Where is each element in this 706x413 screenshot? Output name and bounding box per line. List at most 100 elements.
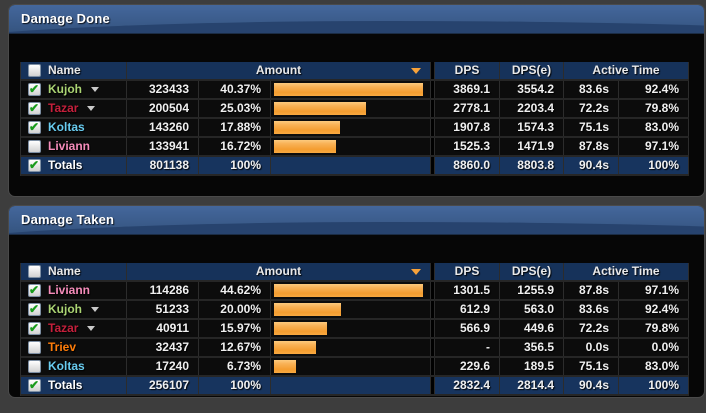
totals-label: Totals (48, 158, 83, 172)
table-header-row: Name Amount DPS DPS(e) Active Time (21, 263, 689, 282)
active-seconds: 72.2s (564, 100, 619, 117)
header-name-cell[interactable]: Name (21, 263, 127, 280)
amount-bar (274, 303, 341, 316)
player-name-cell[interactable]: Tazar (21, 100, 127, 117)
column-spacer (431, 339, 435, 356)
expand-arrow-icon[interactable] (87, 326, 96, 331)
player-name-cell[interactable]: Koltas (21, 358, 127, 375)
player-name[interactable]: Liviann (48, 283, 91, 297)
col-header-name: Name (48, 264, 81, 278)
damage-taken-table: Name Amount DPS DPS(e) Active Time Livia… (20, 263, 689, 396)
dps-value: 229.6 (435, 358, 500, 375)
totals-checkbox[interactable] (28, 377, 41, 394)
dps-value: 566.9 (435, 320, 500, 337)
player-name[interactable]: Kujoh (48, 82, 82, 96)
amount-bar-cell (271, 81, 431, 98)
player-name[interactable]: Koltas (48, 359, 85, 373)
col-header-dpse[interactable]: DPS(e) (500, 62, 564, 79)
row-checkbox[interactable] (28, 301, 41, 318)
table-row-kujoh: Kujoh 51233 20.00% 612.9 563.0 83.6s 92.… (21, 301, 689, 320)
dpse-value: 1255.9 (500, 282, 564, 299)
player-name[interactable]: Kujoh (48, 302, 82, 316)
col-header-dps[interactable]: DPS (435, 62, 500, 79)
amount-value: 40911 (127, 320, 199, 337)
totals-dpse: 8803.8 (500, 157, 564, 174)
totals-checkbox[interactable] (28, 157, 41, 174)
row-checkbox[interactable] (28, 140, 41, 153)
amount-value: 32437 (127, 339, 199, 356)
amount-bar-cell (271, 320, 431, 337)
amount-bar (274, 322, 328, 335)
totals-name-cell: Totals (21, 157, 127, 174)
header-name-cell[interactable]: Name (21, 62, 127, 79)
player-name-cell[interactable]: Koltas (21, 119, 127, 136)
player-name-cell[interactable]: Liviann (21, 282, 127, 299)
amount-value: 200504 (127, 100, 199, 117)
player-name-cell[interactable]: Tazar (21, 320, 127, 337)
row-checkbox[interactable] (28, 119, 41, 136)
col-header-amount[interactable]: Amount (127, 62, 431, 79)
column-spacer (431, 282, 435, 299)
amount-bar (274, 121, 340, 134)
player-name[interactable]: Tazar (48, 101, 79, 115)
column-spacer (431, 62, 435, 79)
player-name-cell[interactable]: Kujoh (21, 301, 127, 318)
player-name[interactable]: Triev (48, 340, 77, 354)
col-header-name: Name (48, 63, 81, 77)
dps-value: 1525.3 (435, 138, 500, 155)
column-spacer (431, 320, 435, 337)
col-header-dpse[interactable]: DPS(e) (500, 263, 564, 280)
expand-arrow-icon[interactable] (91, 307, 99, 312)
amount-percent: 20.00% (199, 301, 271, 318)
active-seconds: 72.2s (564, 320, 619, 337)
active-seconds: 87.8s (564, 282, 619, 299)
table-row-koltas: Koltas 143260 17.88% 1907.8 1574.3 75.1s… (21, 119, 689, 138)
amount-percent: 6.73% (199, 358, 271, 375)
row-checkbox[interactable] (28, 100, 41, 117)
select-all-checkbox[interactable] (28, 64, 41, 77)
totals-dpse: 2814.4 (500, 377, 564, 394)
col-header-amount[interactable]: Amount (127, 263, 431, 280)
col-header-dps[interactable]: DPS (435, 263, 500, 280)
table-row-koltas: Koltas 17240 6.73% 229.6 189.5 75.1s 83.… (21, 358, 689, 377)
select-all-checkbox[interactable] (28, 265, 41, 278)
player-name-cell[interactable]: Triev (21, 339, 127, 356)
row-checkbox[interactable] (28, 341, 41, 354)
amount-value: 17240 (127, 358, 199, 375)
column-spacer (431, 119, 435, 136)
col-header-active-time[interactable]: Active Time (564, 263, 689, 280)
amount-bar-cell (271, 282, 431, 299)
expand-arrow-icon[interactable] (91, 87, 99, 92)
col-header-active-time[interactable]: Active Time (564, 62, 689, 79)
player-name[interactable]: Tazar (48, 321, 79, 335)
dpse-value: 1574.3 (500, 119, 564, 136)
active-percent: 79.8% (619, 100, 689, 117)
row-checkbox[interactable] (28, 81, 41, 98)
table-row-tazar: Tazar 40911 15.97% 566.9 449.6 72.2s 79.… (21, 320, 689, 339)
amount-percent: 17.88% (199, 119, 271, 136)
amount-percent: 16.72% (199, 138, 271, 155)
damage-done-body: Name Amount DPS DPS(e) Active Time Kujoh (9, 34, 704, 176)
table-row-liviann: Liviann 114286 44.62% 1301.5 1255.9 87.8… (21, 282, 689, 301)
amount-bar-cell (271, 301, 431, 318)
dpse-value: 1471.9 (500, 138, 564, 155)
dpse-value: 563.0 (500, 301, 564, 318)
totals-percent: 100% (199, 157, 271, 174)
row-checkbox[interactable] (28, 320, 41, 337)
sort-desc-icon[interactable] (411, 269, 421, 275)
sort-desc-icon[interactable] (411, 68, 421, 74)
active-percent: 92.4% (619, 81, 689, 98)
dps-value: 612.9 (435, 301, 500, 318)
expand-arrow-icon[interactable] (87, 106, 96, 111)
totals-dps: 8860.0 (435, 157, 500, 174)
column-spacer (431, 377, 435, 394)
player-name[interactable]: Koltas (48, 120, 85, 134)
active-seconds: 83.6s (564, 301, 619, 318)
player-name-cell[interactable]: Kujoh (21, 81, 127, 98)
row-checkbox[interactable] (28, 360, 41, 373)
player-name[interactable]: Liviann (48, 139, 91, 153)
dpse-value: 449.6 (500, 320, 564, 337)
row-checkbox[interactable] (28, 282, 41, 299)
player-name-cell[interactable]: Liviann (21, 138, 127, 155)
table-row-triev: Triev 32437 12.67% - 356.5 0.0s 0.0% (21, 339, 689, 358)
